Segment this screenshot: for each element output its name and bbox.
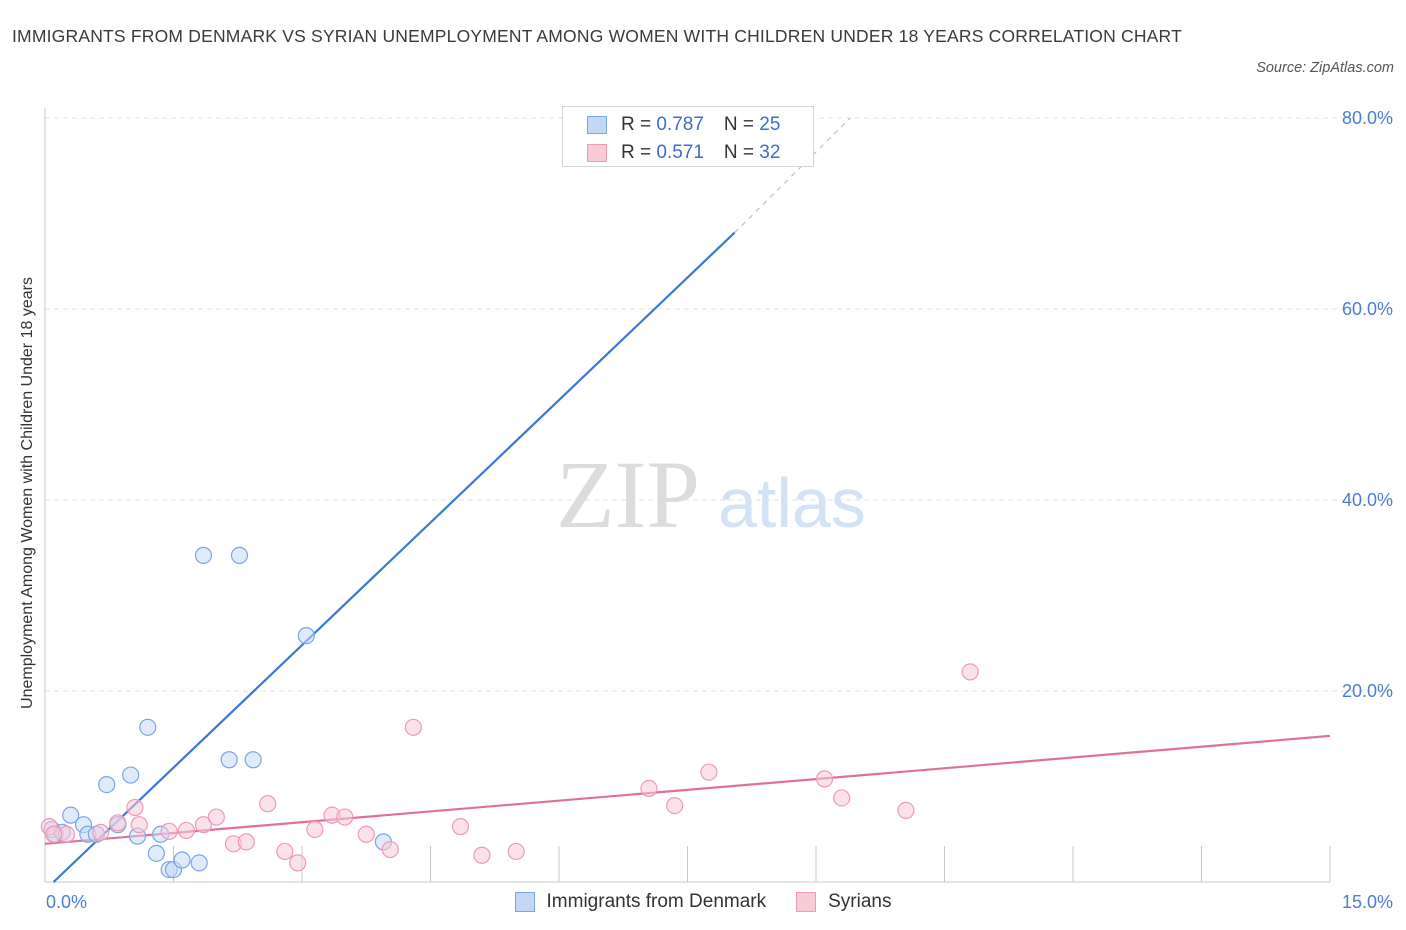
point-s1-8 — [194, 816, 213, 834]
watermark-zip: ZIP — [556, 441, 700, 548]
legend-row-syrians: R = 0.571 N = 32 — [587, 141, 780, 165]
legend-n-value-syrians: 32 — [759, 142, 781, 163]
x-tick-label-min: 0.0% — [46, 892, 87, 912]
legend-swatch-denmark — [587, 116, 607, 134]
legend-r-value-denmark: 0.787 — [656, 114, 704, 135]
legend-item-syrians[interactable]: Syrians — [796, 891, 891, 913]
point-s0-11 — [139, 718, 157, 736]
point-s1-6 — [160, 822, 178, 840]
y-tick-label-3: 80.0% — [1342, 108, 1393, 128]
legend-item-denmark[interactable]: Immigrants from Denmark — [514, 891, 767, 913]
point-s0-12 — [147, 844, 165, 862]
point-s1-30 — [961, 663, 979, 681]
legend-r-label: R = — [621, 142, 657, 163]
legend-n-value-denmark: 25 — [759, 114, 781, 135]
point-s1-21 — [451, 818, 470, 836]
point-s1-17 — [336, 808, 354, 826]
point-s1-22 — [473, 846, 491, 864]
point-s1-26 — [700, 763, 718, 781]
legend-swatch-syrians — [587, 144, 607, 162]
trendlines — [44, 117, 1331, 883]
point-s1-11 — [237, 833, 255, 851]
point-s1-4 — [126, 798, 144, 817]
trendline-extension-0 — [734, 117, 851, 234]
y-tick-label-1: 40.0% — [1342, 490, 1393, 510]
point-s1-20 — [404, 718, 422, 736]
point-s0-7 — [98, 775, 116, 794]
point-s0-16 — [173, 851, 191, 869]
watermark-atlas: atlas — [718, 464, 866, 542]
legend-label-denmark: Immigrants from Denmark — [546, 891, 767, 912]
x-tick-labels: 0.0% 15.0% — [46, 892, 1393, 912]
legend-n-label: N = — [723, 142, 760, 163]
legend-r-label: R = — [621, 114, 657, 135]
axes — [44, 108, 1331, 883]
point-s1-5 — [130, 816, 148, 834]
point-s0-18 — [194, 546, 213, 564]
point-s0-22 — [297, 627, 315, 645]
point-s1-31 — [44, 825, 63, 843]
point-s0-9 — [122, 766, 140, 784]
data-points — [40, 133, 979, 879]
legend-swatch-syrians — [796, 892, 817, 912]
point-s0-3 — [62, 806, 80, 824]
legend-row-denmark: R = 0.787 N = 25 — [587, 113, 780, 137]
gridlines — [45, 117, 1395, 692]
point-s1-12 — [259, 795, 277, 813]
point-s1-29 — [897, 801, 915, 819]
y-tick-label-2: 60.0% — [1342, 299, 1393, 319]
point-s1-24 — [640, 779, 658, 798]
point-s1-28 — [833, 789, 851, 807]
x-tick-label-max: 15.0% — [1342, 892, 1393, 912]
legend-r-value-syrians: 0.571 — [656, 142, 704, 163]
watermark: ZIP atlas — [556, 441, 866, 548]
trendline-1 — [44, 734, 1331, 845]
legend-swatch-denmark — [514, 892, 535, 912]
trendline-0 — [52, 231, 736, 883]
point-s0-17 — [190, 854, 208, 872]
point-s1-19 — [381, 840, 399, 859]
point-s1-18 — [357, 825, 375, 843]
y-tick-label-0: 20.0% — [1342, 681, 1393, 701]
y-tick-labels: 20.0% 40.0% 60.0% 80.0% — [1342, 108, 1393, 701]
point-s1-13 — [276, 842, 294, 861]
point-s0-20 — [230, 546, 249, 564]
point-s1-25 — [666, 796, 684, 815]
legend-n-label: N = — [723, 114, 760, 135]
point-s0-19 — [220, 751, 238, 769]
point-s1-3 — [109, 814, 127, 832]
point-s1-9 — [207, 808, 225, 826]
point-s1-15 — [306, 820, 324, 839]
point-s0-21 — [244, 751, 262, 769]
series-legend: Immigrants from Denmark Syrians — [0, 888, 1406, 916]
source-label: Source: ZipAtlas.com — [1256, 60, 1394, 76]
point-s1-27 — [815, 770, 834, 788]
chart-title: IMMIGRANTS FROM DENMARK VS SYRIAN UNEMPL… — [12, 26, 1182, 46]
legend-label-syrians: Syrians — [828, 891, 892, 912]
point-s1-2 — [92, 823, 110, 841]
point-s1-14 — [289, 854, 307, 872]
stats-legend: R = 0.787 N = 25 R = 0.571 N = 32 — [562, 106, 814, 167]
point-s1-7 — [177, 821, 195, 840]
point-s1-23 — [507, 842, 525, 861]
